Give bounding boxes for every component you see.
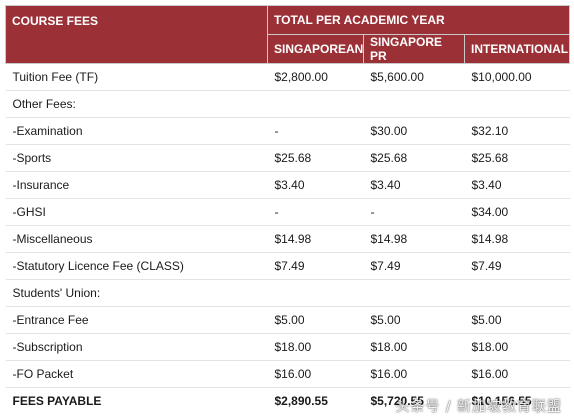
singaporean-value: $5.00 (267, 306, 364, 334)
international-value: $3.40 (464, 171, 570, 199)
singaporean-value (267, 90, 364, 118)
fee-label: Students' Union: (5, 279, 268, 307)
table-row: Tuition Fee (TF) $2,800.00 $5,600.00 $10,00… (5, 63, 570, 91)
singaporean-value: $25.68 (267, 144, 364, 172)
international-value (464, 90, 570, 118)
singaporean-value (267, 279, 364, 307)
fee-label: -Sports (5, 144, 268, 172)
singapore-pr-value: $5,600.00 (363, 63, 465, 91)
singaporean-value: $7.49 (267, 252, 364, 280)
table-body: Tuition Fee (TF) $2,800.00 $5,600.00 $10,00… (5, 63, 570, 415)
fee-label: FEES PAYABLE (12, 394, 102, 408)
singapore-pr-value: $25.68 (363, 144, 465, 172)
singaporean-value: $18.00 (267, 333, 364, 361)
column-singaporean: SINGAPOREAN (267, 34, 364, 64)
international-value (464, 279, 570, 307)
international-value: $7.49 (464, 252, 570, 280)
table-row: -Entrance Fee $5.00 $5.00 $5.00 (5, 306, 570, 334)
singapore-pr-value: $5,720.55 (370, 394, 424, 408)
international-value: $18.00 (464, 333, 570, 361)
table-row: Other Fees: (5, 90, 570, 118)
singaporean-value: $3.40 (267, 171, 364, 199)
singapore-pr-value: $3.40 (363, 171, 465, 199)
fee-label: Tuition Fee (TF) (5, 63, 268, 91)
fee-label: -Examination (5, 117, 268, 145)
international-value: $25.68 (464, 144, 570, 172)
fee-label: Other Fees: (5, 90, 268, 118)
singaporean-value: - (267, 117, 364, 145)
singapore-pr-value: $7.49 (363, 252, 465, 280)
fee-label: -Miscellaneous (5, 225, 268, 253)
table-row: -Miscellaneous $14.98 $14.98 $14.98 (5, 225, 570, 253)
international-value: $5.00 (464, 306, 570, 334)
singapore-pr-value: $18.00 (363, 333, 465, 361)
singapore-pr-value: $14.98 (363, 225, 465, 253)
column-singapore-pr: SINGAPORE PR (363, 34, 465, 64)
fee-label: -GHSI (5, 198, 268, 226)
singapore-pr-value: $5.00 (363, 306, 465, 334)
table-row: Students' Union: (5, 279, 570, 307)
singaporean-value: $2,800.00 (267, 63, 364, 91)
fee-label: -FO Packet (5, 360, 268, 388)
watermark-text: 头条号 / 新加坡教育联盟 (395, 399, 562, 415)
international-value: $10,000.00 (464, 63, 570, 91)
singaporean-value: $16.00 (267, 360, 364, 388)
table-row: -Insurance $3.40 $3.40 $3.40 (5, 171, 570, 199)
table-header: COURSE FEES TOTAL PER ACADEMIC YEAR SING… (5, 5, 571, 64)
table-row: -FO Packet $16.00 $16.00 $16.00 (5, 360, 570, 388)
course-fees-heading: COURSE FEES (5, 5, 268, 64)
singaporean-value: - (267, 198, 364, 226)
international-value: $32.10 (464, 117, 570, 145)
fee-label: -Insurance (5, 171, 268, 199)
total-per-year-heading: TOTAL PER ACADEMIC YEAR (266, 5, 571, 35)
international-value: $34.00 (464, 198, 570, 226)
singapore-pr-value (363, 90, 465, 118)
international-value: $14.98 (464, 225, 570, 253)
fee-label: -Subscription (5, 333, 268, 361)
singaporean-value: $2,890.55 (274, 394, 328, 408)
singapore-pr-value: $30.00 (363, 117, 465, 145)
table-row: -GHSI - - $34.00 (5, 198, 570, 226)
fee-label: -Statutory Licence Fee (CLASS) (5, 252, 268, 280)
fee-label: -Entrance Fee (5, 306, 268, 334)
table-row: -Statutory Licence Fee (CLASS) $7.49 $7.49… (5, 252, 570, 280)
international-value: $10,156.55 (471, 394, 532, 408)
column-international: INTERNATIONAL (463, 34, 571, 64)
singapore-pr-value: $16.00 (363, 360, 465, 388)
international-value: $16.00 (464, 360, 570, 388)
table-row: -Sports $25.68 $25.68 $25.68 (5, 144, 570, 172)
table-row: -Examination - $30.00 $32.10 (5, 117, 570, 145)
singapore-pr-value (363, 279, 465, 307)
table-row: FEES PAYABLE $2,890.55 $5,720.55 $10,156.55 (6, 388, 570, 415)
course-fees-table: COURSE FEES TOTAL PER ACADEMIC YEAR SING… (5, 5, 571, 415)
table-row: -Subscription $18.00 $18.00 $18.00 (5, 333, 570, 361)
singapore-pr-value: - (363, 198, 465, 226)
singaporean-value: $14.98 (267, 225, 364, 253)
